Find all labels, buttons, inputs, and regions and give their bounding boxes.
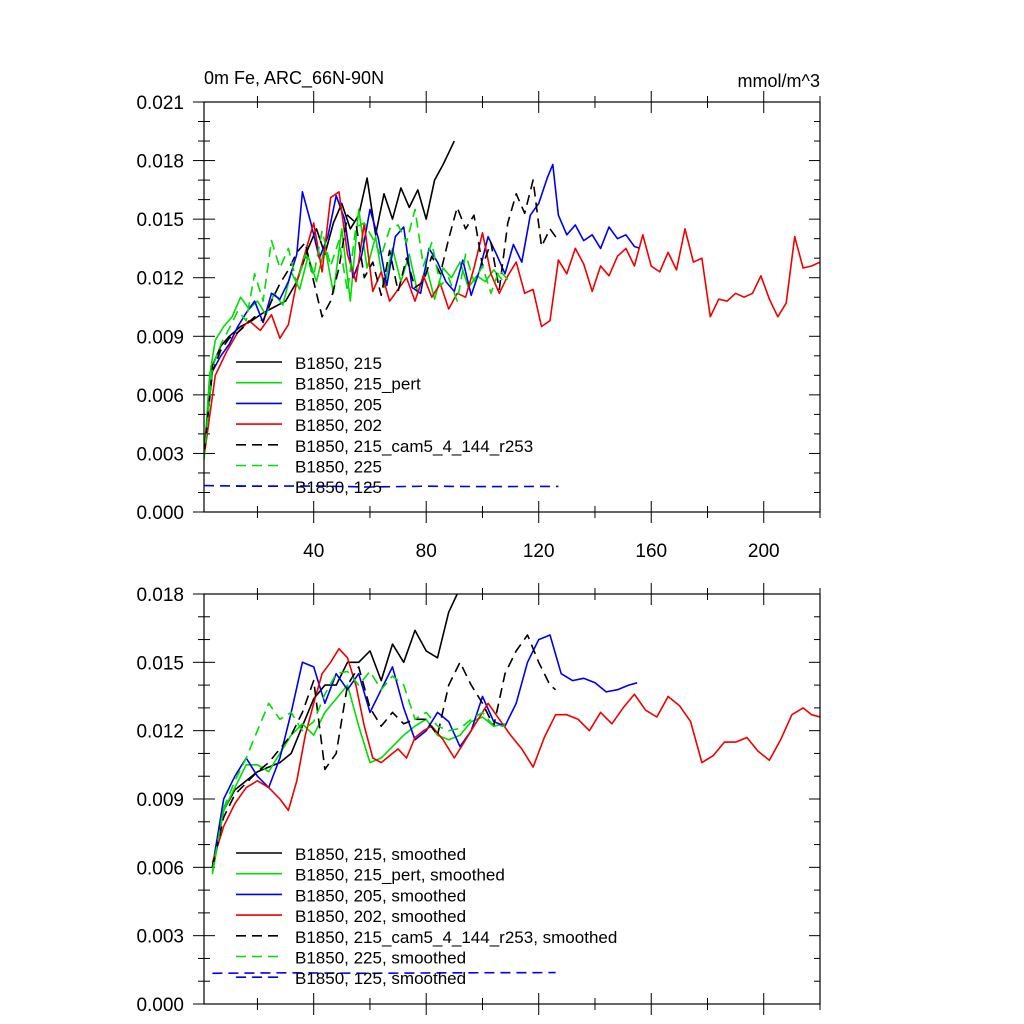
legend-entry: B1850, 215_cam5_4_144_r253 (295, 437, 533, 456)
legend-entry: B1850, 202 (295, 416, 382, 435)
y-tick-label: 0.012 (136, 269, 184, 290)
legend-entry: B1850, 225, smoothed (295, 949, 466, 968)
y-tick-label: 0.015 (136, 653, 184, 674)
x-tick-label: 120 (523, 541, 555, 562)
legend-entry: B1850, 215_cam5_4_144_r253, smoothed (295, 928, 617, 947)
series-line (211, 594, 458, 868)
legend-entry: B1850, 205 (295, 395, 382, 414)
y-tick-label: 0.000 (136, 995, 184, 1016)
y-tick-label: 0.003 (136, 927, 184, 948)
y-tick-label: 0.021 (136, 93, 184, 114)
legend-entry: B1850, 125 (295, 478, 382, 497)
y-tick-label: 0.006 (136, 386, 184, 407)
series-line (211, 634, 638, 868)
y-tick-label: 0.003 (136, 444, 184, 465)
x-tick-label: 80 (416, 541, 437, 562)
legend-entry: B1850, 215_pert, smoothed (295, 866, 505, 885)
plot-frame (203, 101, 821, 513)
series-line (204, 208, 509, 460)
legend-entry: B1850, 215_pert (295, 375, 421, 394)
top-panel-units: mmol/m^3 (738, 71, 820, 91)
series-line (212, 971, 556, 975)
legend-entry: B1850, 215 (295, 354, 382, 373)
top-panel-title: 0m Fe, ARC_66N-90N (204, 68, 384, 89)
x-tick-label: 160 (635, 541, 667, 562)
y-tick-label: 0.006 (136, 858, 184, 879)
y-tick-label: 0.012 (136, 722, 184, 743)
series-line (204, 191, 820, 458)
x-tick-label: 200 (748, 541, 780, 562)
top-panel: 0m Fe, ARC_66N-90N mmol/m^3 0.000 0.003 0.… (136, 68, 821, 562)
legend-entry: B1850, 225 (295, 458, 382, 477)
plot-frame (203, 593, 821, 1005)
x-tick-label: 40 (303, 541, 324, 562)
bottom-panel: 0.000 0.003 0.006 0.009 0.012 0.015 0.018 B1850… (136, 583, 821, 1016)
legend-entry: B1850, 125, smoothed (295, 969, 466, 988)
y-tick-label: 0.018 (136, 585, 184, 606)
y-tick-label: 0.000 (136, 503, 184, 524)
legend-entry: B1850, 205, smoothed (295, 886, 466, 905)
series-line (211, 647, 820, 864)
legend-entry: B1850, 215, smoothed (295, 845, 466, 864)
legend: B1850, 215, smoothed B1850, 215_pert, smo… (236, 845, 617, 988)
y-tick-label: 0.009 (136, 790, 184, 811)
y-tick-label: 0.015 (136, 210, 184, 231)
series-line (204, 179, 560, 454)
series-group (211, 594, 820, 975)
y-tick-label: 0.018 (136, 152, 184, 173)
series-line (204, 163, 641, 454)
y-tick-label: 0.009 (136, 327, 184, 348)
legend-entry: B1850, 202, smoothed (295, 907, 466, 926)
series-line (211, 670, 505, 873)
